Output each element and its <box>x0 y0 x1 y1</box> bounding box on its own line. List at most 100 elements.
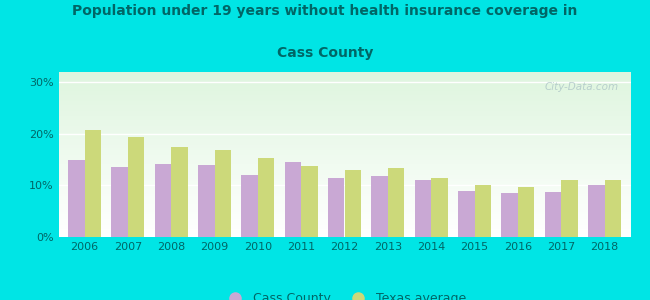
Bar <box>241 175 258 237</box>
Bar <box>58 172 630 174</box>
Bar <box>301 167 318 237</box>
Bar <box>58 215 630 216</box>
Bar <box>58 112 630 113</box>
Bar <box>58 175 630 176</box>
Bar <box>58 116 630 117</box>
Bar <box>58 199 630 200</box>
Bar <box>58 127 630 128</box>
Bar <box>58 196 630 197</box>
Bar <box>58 95 630 97</box>
Bar <box>58 142 630 143</box>
Bar <box>58 149 630 150</box>
Bar <box>58 86 630 87</box>
Bar <box>58 201 630 202</box>
Bar <box>58 80 630 82</box>
Bar <box>415 180 431 237</box>
Bar <box>58 209 630 211</box>
Bar <box>58 211 630 212</box>
Legend: Cass County, Texas average: Cass County, Texas average <box>218 287 471 300</box>
Bar <box>58 126 630 127</box>
Bar <box>58 176 630 178</box>
Bar <box>58 179 630 181</box>
Bar <box>58 190 630 192</box>
Bar <box>84 130 101 237</box>
Bar <box>58 229 630 230</box>
Bar <box>501 193 518 237</box>
Bar <box>285 162 301 237</box>
Bar <box>58 212 630 214</box>
Bar <box>58 218 630 219</box>
Bar <box>58 163 630 164</box>
Bar <box>474 185 491 237</box>
Bar <box>58 230 630 232</box>
Bar <box>58 84 630 86</box>
Bar <box>58 140 630 141</box>
Text: City-Data.com: City-Data.com <box>545 82 619 92</box>
Bar <box>58 105 630 106</box>
Bar <box>58 123 630 124</box>
Bar <box>58 154 630 156</box>
Bar <box>58 94 630 95</box>
Bar <box>58 91 630 93</box>
Bar <box>58 208 630 209</box>
Bar <box>58 216 630 218</box>
Bar <box>58 153 630 154</box>
Bar <box>58 206 630 207</box>
Bar <box>58 182 630 183</box>
Bar <box>58 220 630 222</box>
Bar <box>388 168 404 237</box>
Bar <box>58 189 630 190</box>
Bar <box>58 77 630 79</box>
Bar <box>58 97 630 98</box>
Bar <box>58 135 630 136</box>
Bar <box>58 159 630 160</box>
Bar <box>58 166 630 167</box>
Bar <box>58 134 630 135</box>
Bar <box>58 178 630 179</box>
Bar <box>214 150 231 237</box>
Bar <box>58 197 630 199</box>
Text: Population under 19 years without health insurance coverage in: Population under 19 years without health… <box>72 4 578 19</box>
Bar <box>58 131 630 133</box>
Bar <box>58 141 630 142</box>
Bar <box>58 100 630 101</box>
Bar <box>58 174 630 175</box>
Bar <box>58 194 630 196</box>
Bar <box>58 236 630 237</box>
Bar <box>58 157 630 159</box>
Bar <box>58 202 630 204</box>
Bar <box>58 233 630 234</box>
Bar <box>58 164 630 166</box>
Bar <box>328 178 344 237</box>
Bar <box>58 168 630 169</box>
Bar <box>58 234 630 236</box>
Bar <box>371 176 388 237</box>
Bar <box>58 145 630 146</box>
Bar <box>58 192 630 193</box>
Bar <box>58 133 630 134</box>
Bar <box>58 183 630 185</box>
Bar <box>58 152 630 153</box>
Bar <box>561 180 578 237</box>
Bar <box>58 93 630 94</box>
Bar <box>58 103 630 105</box>
Bar <box>198 165 214 237</box>
Bar <box>58 119 630 120</box>
Bar <box>58 143 630 145</box>
Bar <box>58 74 630 75</box>
Bar <box>58 204 630 206</box>
Bar <box>58 148 630 149</box>
Bar <box>58 88 630 90</box>
Bar <box>58 227 630 229</box>
Bar <box>58 76 630 77</box>
Bar <box>111 167 128 237</box>
Bar <box>58 87 630 88</box>
Bar <box>58 106 630 108</box>
Bar <box>58 181 630 182</box>
Bar <box>128 137 144 237</box>
Bar <box>58 188 630 189</box>
Bar <box>58 90 630 91</box>
Bar <box>58 98 630 100</box>
Bar <box>58 120 630 122</box>
Bar <box>58 207 630 208</box>
